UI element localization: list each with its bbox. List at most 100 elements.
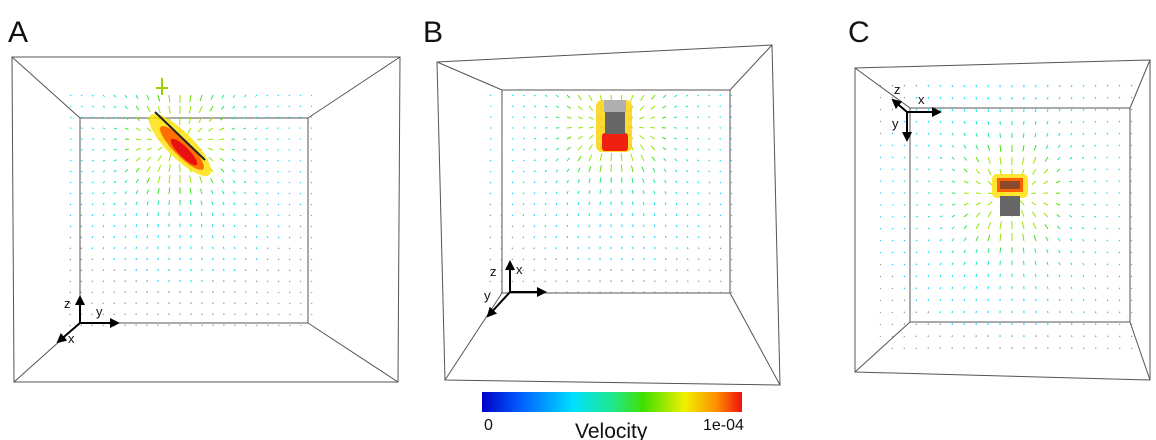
vector bbox=[1068, 180, 1073, 183]
vector bbox=[146, 138, 152, 141]
vector bbox=[1131, 347, 1133, 350]
vector bbox=[963, 144, 967, 149]
vector bbox=[500, 247, 503, 250]
vector bbox=[1046, 261, 1049, 266]
vector bbox=[599, 153, 603, 162]
vector bbox=[987, 156, 991, 165]
vector bbox=[1022, 247, 1025, 254]
vector bbox=[69, 269, 72, 272]
vector bbox=[210, 177, 214, 184]
vector bbox=[939, 311, 942, 314]
vector bbox=[1070, 96, 1073, 100]
vector bbox=[975, 212, 981, 218]
vector bbox=[653, 224, 656, 228]
vector bbox=[915, 215, 918, 218]
vector bbox=[113, 224, 116, 228]
vector bbox=[963, 120, 966, 124]
vector bbox=[266, 170, 269, 173]
vector bbox=[80, 159, 83, 162]
vector bbox=[299, 105, 302, 108]
vector bbox=[277, 269, 280, 272]
vector bbox=[719, 258, 722, 261]
vector bbox=[533, 137, 537, 140]
vector bbox=[566, 146, 571, 151]
vector bbox=[879, 132, 882, 135]
vector bbox=[642, 201, 645, 206]
vector bbox=[135, 212, 138, 217]
vector bbox=[1045, 144, 1049, 150]
vector bbox=[927, 120, 930, 123]
vector bbox=[939, 286, 942, 290]
vector bbox=[231, 127, 236, 130]
vector bbox=[999, 221, 1002, 230]
vector bbox=[1130, 120, 1133, 123]
vector bbox=[915, 96, 918, 99]
vector bbox=[245, 269, 247, 272]
vector bbox=[653, 213, 656, 217]
vector bbox=[277, 181, 280, 184]
vector bbox=[266, 269, 269, 272]
vector bbox=[951, 214, 956, 218]
vector bbox=[696, 94, 700, 97]
vector bbox=[533, 94, 537, 97]
vector bbox=[1094, 156, 1097, 159]
vector bbox=[685, 148, 689, 151]
vector bbox=[1095, 335, 1097, 338]
vector bbox=[255, 214, 258, 217]
vector bbox=[1106, 84, 1109, 87]
vector bbox=[1058, 262, 1061, 266]
vector bbox=[577, 190, 580, 195]
vector bbox=[1094, 227, 1097, 230]
vector bbox=[69, 203, 72, 206]
vector bbox=[588, 144, 593, 151]
vector bbox=[310, 203, 313, 206]
vector bbox=[522, 105, 525, 108]
vector bbox=[927, 180, 931, 183]
vector bbox=[879, 84, 882, 87]
vector bbox=[255, 225, 258, 228]
vector bbox=[69, 116, 72, 119]
vector bbox=[511, 269, 513, 272]
source-object bbox=[148, 78, 212, 177]
vector bbox=[1082, 144, 1085, 148]
vector bbox=[915, 120, 918, 123]
vector bbox=[939, 262, 942, 266]
source-object bbox=[596, 100, 632, 152]
vector bbox=[299, 269, 302, 272]
vector bbox=[124, 190, 128, 195]
vector bbox=[544, 169, 548, 173]
vector bbox=[211, 235, 214, 239]
vector bbox=[80, 214, 83, 217]
vector bbox=[266, 258, 269, 261]
vector bbox=[1130, 227, 1133, 230]
vector bbox=[1031, 180, 1037, 186]
vector bbox=[987, 222, 992, 230]
vector bbox=[685, 137, 689, 140]
vector bbox=[951, 311, 954, 314]
vector bbox=[91, 214, 94, 217]
vector bbox=[915, 168, 918, 171]
vector bbox=[879, 144, 882, 147]
vector bbox=[1106, 132, 1109, 135]
vector bbox=[69, 225, 72, 228]
vector bbox=[1107, 335, 1109, 338]
vector bbox=[311, 291, 313, 294]
vector bbox=[243, 94, 247, 98]
vector bbox=[233, 258, 236, 261]
vector bbox=[1034, 120, 1037, 125]
vector bbox=[310, 258, 313, 261]
vector bbox=[555, 158, 559, 162]
vector bbox=[939, 299, 942, 302]
vector bbox=[1070, 311, 1073, 314]
vector bbox=[915, 108, 918, 111]
vector bbox=[685, 159, 689, 162]
vector bbox=[197, 138, 203, 141]
vector bbox=[266, 203, 269, 206]
vector bbox=[544, 202, 547, 206]
vector bbox=[243, 105, 247, 109]
vector bbox=[533, 203, 536, 206]
vector bbox=[102, 269, 105, 272]
vector bbox=[1094, 311, 1097, 314]
vector bbox=[1130, 144, 1133, 147]
